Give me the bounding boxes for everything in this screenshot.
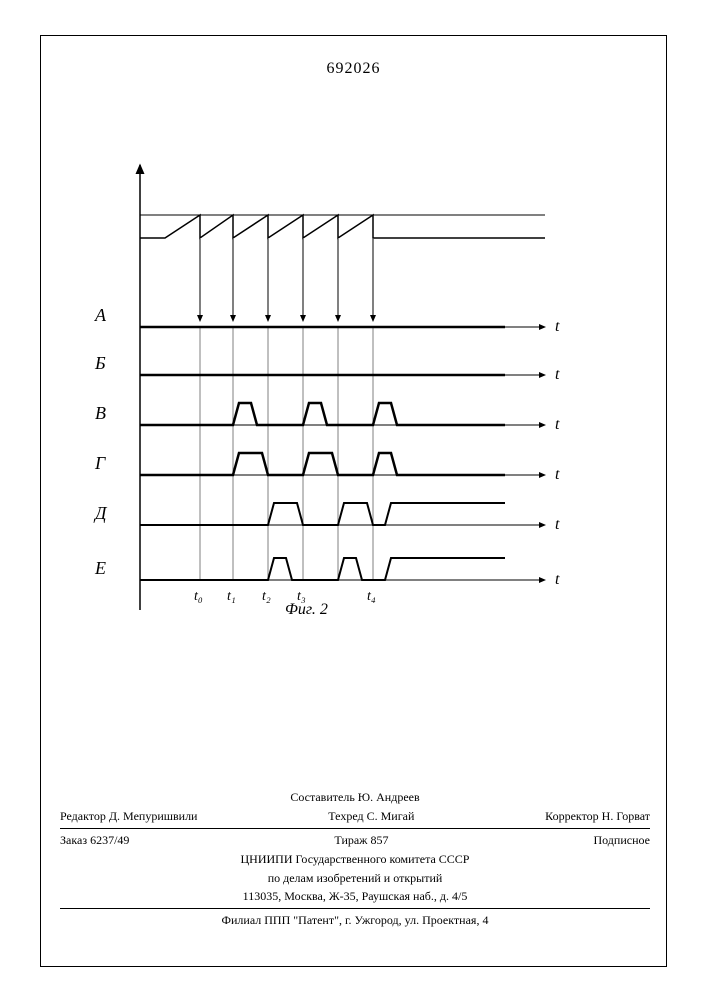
- svg-text:t: t: [555, 571, 560, 588]
- tech-label: Техред: [328, 809, 363, 823]
- svg-text:t: t: [555, 366, 560, 383]
- svg-text:t₁: t₁: [227, 589, 236, 604]
- order-no: 6237/49: [90, 833, 129, 847]
- svg-text:Д: Д: [93, 503, 108, 523]
- svg-text:t: t: [555, 516, 560, 533]
- print-count: 857: [370, 833, 388, 847]
- branch-line: Филиал ППП "Патент", г. Ужгород, ул. Про…: [60, 911, 650, 930]
- document-number: 692026: [0, 60, 707, 78]
- print-label: Тираж: [334, 833, 367, 847]
- tech-name: С. Мигай: [367, 809, 415, 823]
- corrector-label: Корректор: [545, 809, 599, 823]
- svg-text:t₄: t₄: [367, 589, 376, 604]
- org-address: 113035, Москва, Ж-35, Раушская наб., д. …: [60, 887, 650, 906]
- compiler-label: Составитель: [290, 790, 354, 804]
- svg-text:t: t: [555, 416, 560, 433]
- svg-text:А: А: [94, 305, 107, 325]
- org-line-1: ЦНИИПИ Государственного комитета СССР: [60, 850, 650, 869]
- svg-text:t₂: t₂: [262, 589, 271, 604]
- svg-text:В: В: [95, 403, 106, 423]
- compiler-name: Ю. Андреев: [358, 790, 420, 804]
- footer: Составитель Ю. Андреев Редактор Д. Мепур…: [60, 788, 650, 930]
- svg-text:t₀: t₀: [194, 589, 203, 604]
- corrector-name: Н. Горват: [602, 809, 650, 823]
- svg-text:t: t: [555, 318, 560, 335]
- svg-text:Б: Б: [94, 353, 106, 373]
- subscription: Подписное: [593, 832, 650, 849]
- editor-label: Редактор: [60, 809, 106, 823]
- svg-text:t: t: [555, 466, 560, 483]
- order-label: Заказ: [60, 833, 87, 847]
- svg-text:Е: Е: [94, 558, 106, 578]
- timing-diagram: tАtБtВtГtДtЕt₀t₁t₂t₃t₄Фиг. 2: [85, 150, 585, 630]
- svg-text:Фиг. 2: Фиг. 2: [285, 601, 328, 618]
- editor-name: Д. Мепуришвили: [109, 809, 198, 823]
- svg-text:Г: Г: [94, 453, 106, 473]
- org-line-2: по делам изобретений и открытий: [60, 869, 650, 888]
